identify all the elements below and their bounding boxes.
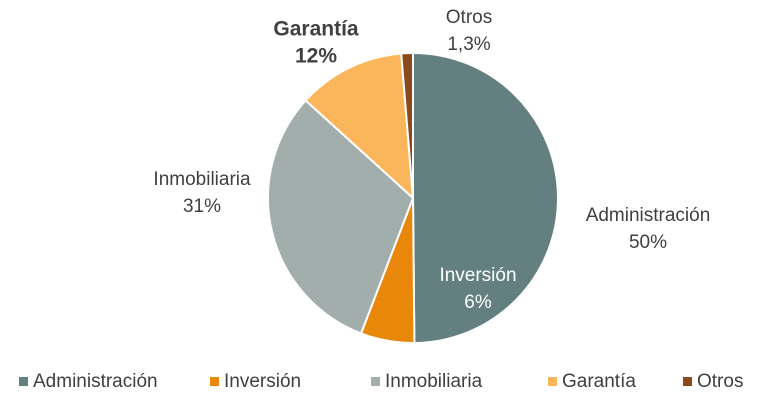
legend-swatch (683, 377, 692, 386)
pie-slice (400, 51, 414, 199)
legend-swatch (548, 377, 557, 386)
legend-label: Inmobiliaria (385, 371, 483, 392)
slice-label: 31% (183, 196, 221, 217)
pie-slice (412, 51, 560, 345)
legend-swatch (210, 377, 219, 386)
slice-name: Garantía (273, 18, 359, 41)
pie-slice (267, 99, 415, 335)
legend-label: Garantía (562, 371, 636, 392)
legend-label: Administración (33, 371, 158, 392)
legend-label: Inversión (224, 371, 301, 392)
slice-name: Otros (446, 7, 492, 28)
slice-name: Administración (586, 205, 711, 226)
slice-label: 1,3% (447, 34, 490, 55)
legend: Administración Inversión Inmobiliaria Garan… (19, 371, 743, 392)
slice-name: Inmobiliaria (153, 169, 251, 190)
slice-label: 12% (295, 45, 337, 68)
slice-name: Inversión (439, 265, 516, 286)
slice-label: 50% (629, 232, 667, 253)
legend-swatch (371, 377, 380, 386)
pie-slice (304, 52, 415, 201)
slice-label: 6% (464, 292, 492, 313)
legend-label: Otros (697, 371, 743, 392)
legend-swatch (19, 377, 28, 386)
